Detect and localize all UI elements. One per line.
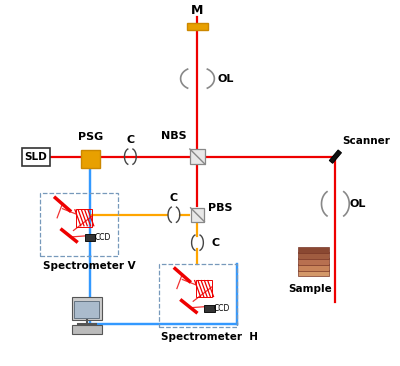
Bar (298, 258, 329, 265)
Bar (190, 149, 205, 164)
Bar (298, 270, 329, 276)
Text: CCD: CCD (214, 304, 230, 313)
Bar (85, 234, 95, 242)
Bar (81, 150, 100, 168)
Text: PBS: PBS (208, 203, 232, 213)
Text: C: C (212, 238, 220, 248)
Bar (298, 253, 329, 259)
Text: PSG: PSG (78, 132, 103, 142)
Text: Scanner: Scanner (342, 137, 390, 146)
Bar (196, 280, 212, 297)
Text: Spectrometer  H: Spectrometer H (161, 332, 258, 341)
Text: CCD: CCD (94, 233, 110, 242)
Text: NBS: NBS (161, 131, 187, 141)
Text: Spectrometer V: Spectrometer V (43, 261, 136, 271)
Bar (204, 305, 215, 312)
Bar (190, 208, 204, 221)
Bar (76, 209, 92, 227)
Bar (298, 264, 329, 270)
Text: Sample: Sample (288, 284, 332, 294)
Bar (72, 325, 102, 335)
Text: SLD: SLD (25, 152, 47, 162)
Text: C: C (170, 193, 178, 203)
Text: OL: OL (218, 74, 234, 83)
Bar (187, 23, 208, 30)
Polygon shape (329, 150, 342, 163)
Bar (22, 147, 50, 166)
Text: M: M (191, 4, 204, 17)
Bar (72, 298, 102, 320)
Bar (74, 301, 99, 318)
Text: OL: OL (349, 199, 366, 209)
Text: C: C (126, 135, 134, 145)
Bar (298, 247, 329, 253)
